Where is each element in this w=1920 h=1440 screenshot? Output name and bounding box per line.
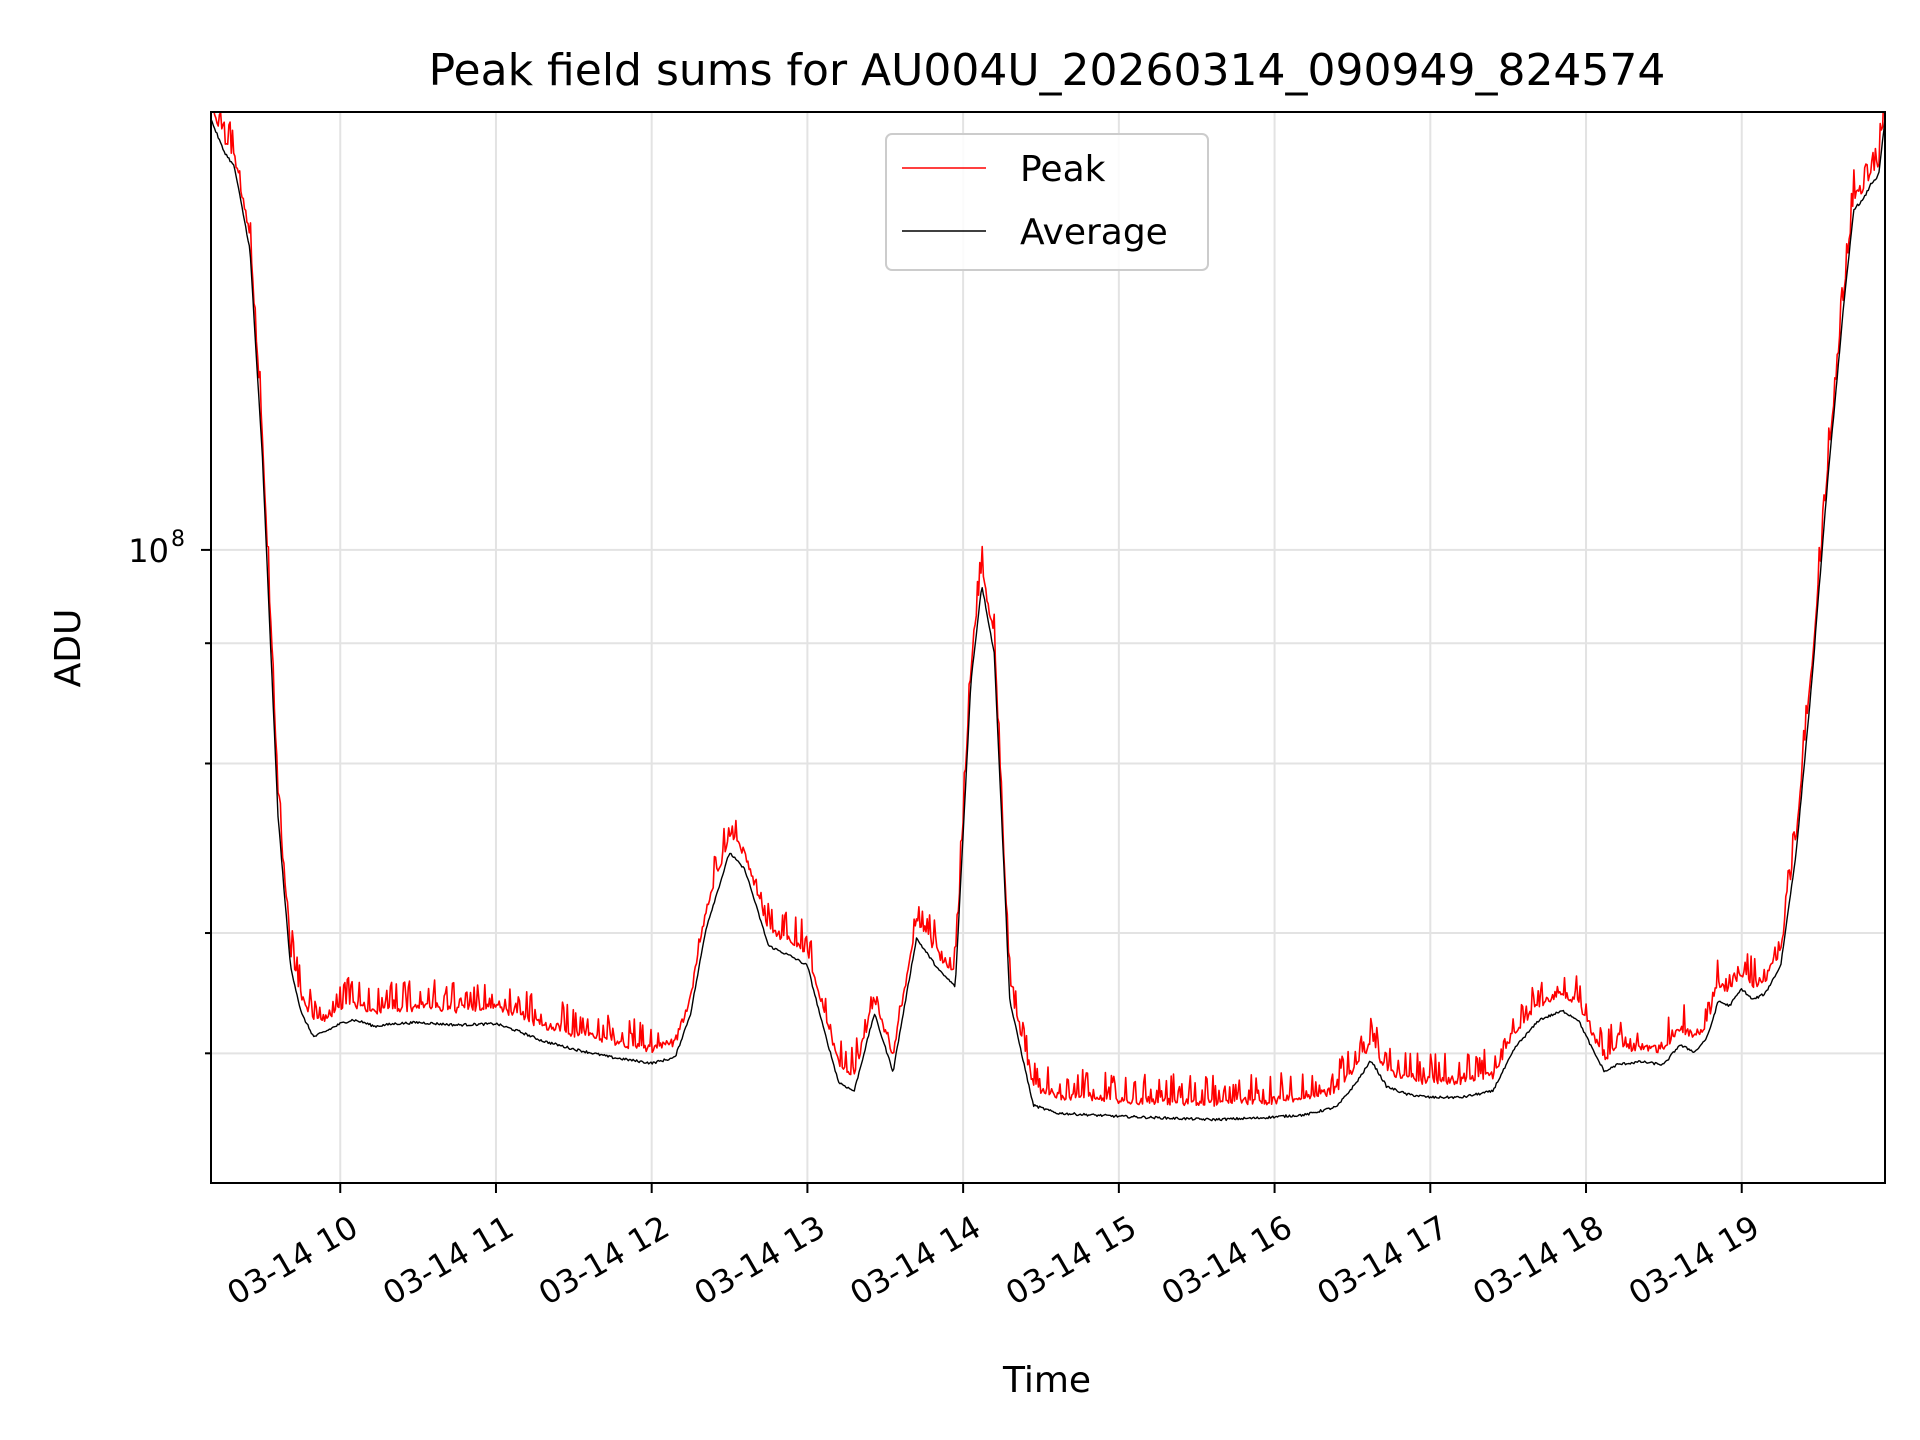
x-axis-label: Time: [1002, 1360, 1091, 1401]
grid-lines: [211, 112, 1885, 1183]
y-tick-label-base: 10: [128, 532, 169, 570]
legend: Peak Average: [885, 133, 1209, 271]
series-layer: [211, 112, 1885, 1122]
series-line-peak: [213, 112, 1884, 1107]
plot-frame: [210, 111, 1886, 1184]
legend-average-label: Average: [1020, 212, 1168, 253]
series-line-average: [211, 118, 1885, 1122]
legend-peak-label: Peak: [1020, 149, 1106, 190]
chart-title: Peak field sums for AU004U_20260314_0909…: [429, 45, 1666, 96]
y-tick-label-exponent: 8: [171, 527, 185, 552]
y-axis-label: ADU: [48, 609, 89, 688]
